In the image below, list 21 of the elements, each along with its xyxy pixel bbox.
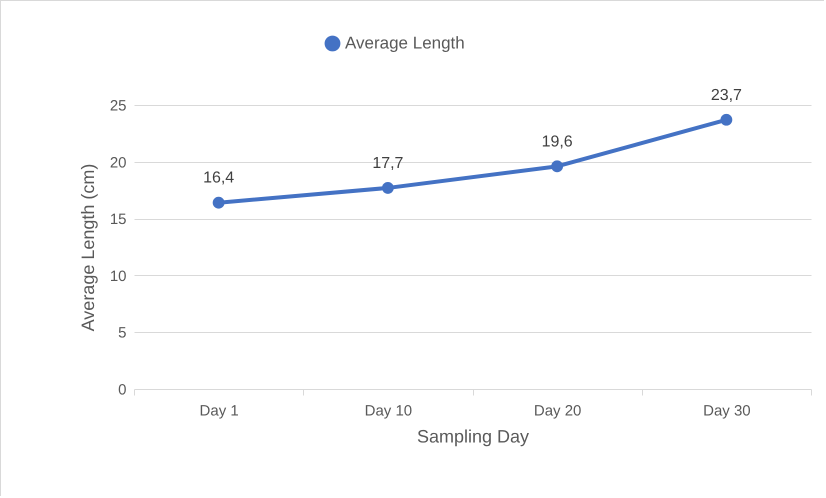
x-tick-label: Day 20 — [534, 402, 582, 420]
y-axis-title: Average Length (cm) — [78, 164, 98, 332]
y-tick-label: 5 — [118, 324, 126, 342]
y-tick-label: 25 — [110, 98, 126, 114]
point — [720, 114, 732, 126]
data-label: 16,4 — [203, 170, 234, 187]
point — [382, 182, 394, 194]
x-tick-label: Day 10 — [364, 402, 412, 420]
data-label: 19,6 — [542, 133, 573, 150]
y-tick-label: 10 — [110, 268, 126, 285]
x-tick-label: Day 30 — [703, 402, 751, 420]
point — [551, 160, 564, 172]
y-tick-label: 15 — [110, 211, 126, 228]
data-label: 17,7 — [372, 154, 404, 172]
data-label: 23,7 — [710, 86, 742, 104]
x-tick-label: Day 1 — [200, 402, 239, 420]
y-tick-label: 0 — [118, 382, 126, 398]
x-axis-title: Sampling Day — [416, 426, 530, 446]
legend-label: Average Length — [345, 34, 465, 52]
y-tick-label: 20 — [110, 154, 126, 172]
point — [212, 196, 225, 209]
